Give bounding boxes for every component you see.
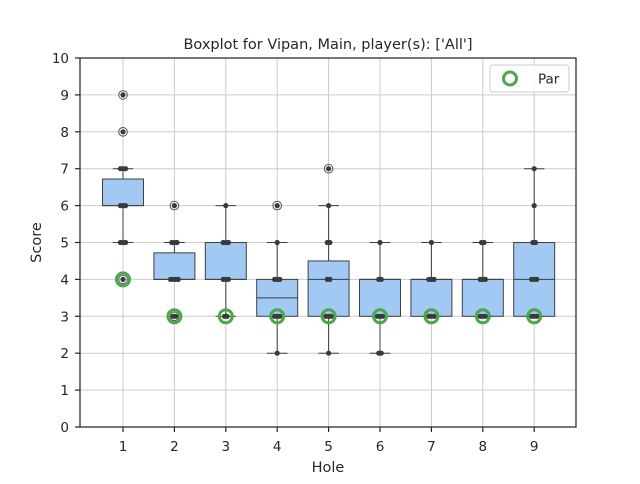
box bbox=[153, 252, 196, 280]
par-marker bbox=[269, 308, 286, 325]
score-point bbox=[173, 313, 179, 319]
x-tick-label: 5 bbox=[324, 439, 333, 455]
chart-title: Boxplot for Vipan, Main, player(s): ['Al… bbox=[183, 37, 472, 53]
score-point bbox=[531, 203, 537, 209]
score-point bbox=[223, 203, 229, 209]
score-point bbox=[274, 350, 280, 356]
score-point bbox=[378, 276, 384, 282]
y-tick-label: 8 bbox=[60, 125, 69, 141]
score-point bbox=[120, 92, 126, 98]
score-point bbox=[482, 313, 488, 319]
par-markers bbox=[115, 271, 543, 325]
par-marker bbox=[115, 271, 131, 288]
outlier-marker bbox=[169, 311, 180, 322]
par-marker bbox=[474, 308, 491, 325]
x-axis-label: Hole bbox=[312, 460, 345, 476]
score-point bbox=[431, 276, 437, 282]
y-tick-label: 3 bbox=[60, 309, 69, 325]
outlier-marker bbox=[118, 127, 128, 137]
score-point bbox=[277, 276, 283, 282]
y-tick-label: 5 bbox=[60, 236, 69, 252]
par-marker bbox=[526, 308, 543, 325]
score-point bbox=[327, 276, 333, 282]
score-point bbox=[328, 313, 334, 319]
box bbox=[204, 242, 247, 280]
score-point bbox=[225, 239, 231, 246]
y-tick-label: 7 bbox=[60, 162, 69, 178]
outlier-marker bbox=[272, 200, 283, 211]
par-marker bbox=[372, 308, 388, 325]
y-tick-label: 10 bbox=[52, 51, 69, 67]
y-tick-label: 2 bbox=[60, 346, 69, 362]
par-marker bbox=[320, 308, 337, 325]
score-point bbox=[123, 239, 129, 246]
score-point bbox=[428, 239, 434, 246]
y-tick-label: 1 bbox=[60, 383, 69, 399]
par-marker bbox=[423, 308, 440, 325]
y-tick-label: 6 bbox=[60, 199, 69, 215]
y-tick-label: 0 bbox=[60, 420, 69, 436]
score-point bbox=[274, 239, 280, 246]
axis-ticks: 0 1 2 3 4 5 6 7 8 9 10 1 2 3 4 5 6 7 8 9 bbox=[52, 51, 539, 455]
score-point bbox=[327, 239, 333, 246]
score-point bbox=[120, 276, 126, 282]
score-point bbox=[326, 203, 332, 209]
score-point bbox=[534, 276, 540, 282]
outlier-marker bbox=[118, 274, 128, 285]
score-point bbox=[175, 276, 181, 282]
box bbox=[102, 178, 144, 207]
x-tick-label: 3 bbox=[222, 439, 231, 455]
score-point bbox=[431, 313, 437, 319]
par-marker bbox=[217, 308, 234, 325]
score-point bbox=[378, 350, 384, 356]
x-tick-label: 1 bbox=[119, 439, 128, 455]
x-tick-label: 4 bbox=[273, 439, 282, 455]
score-point bbox=[224, 313, 230, 319]
y-tick-label: 4 bbox=[60, 272, 69, 288]
x-tick-label: 8 bbox=[479, 439, 488, 455]
outlier-marker bbox=[169, 200, 180, 211]
legend-par-icon bbox=[502, 70, 518, 87]
score-point bbox=[380, 313, 386, 319]
score-point bbox=[123, 203, 129, 209]
score-point bbox=[326, 350, 332, 356]
score-point bbox=[225, 276, 231, 282]
score-point bbox=[482, 276, 488, 282]
x-tick-label: 6 bbox=[376, 439, 385, 455]
par-marker bbox=[166, 308, 183, 325]
score-point bbox=[174, 239, 180, 246]
box bbox=[307, 260, 350, 317]
x-tick-label: 9 bbox=[530, 439, 539, 455]
y-tick-label: 9 bbox=[60, 88, 69, 104]
y-axis-label: Score bbox=[29, 222, 45, 263]
data-points bbox=[117, 92, 540, 356]
score-point bbox=[120, 129, 126, 135]
outlier-marker bbox=[323, 163, 334, 174]
score-point bbox=[123, 166, 129, 172]
score-point bbox=[274, 203, 280, 209]
score-point bbox=[377, 239, 383, 246]
score-point bbox=[532, 239, 539, 246]
score-point bbox=[481, 239, 487, 246]
score-point bbox=[534, 313, 540, 319]
outlier-marker bbox=[118, 90, 128, 100]
legend: Par bbox=[489, 64, 570, 93]
score-point bbox=[326, 166, 332, 172]
legend-label-par: Par bbox=[538, 72, 560, 88]
score-point bbox=[531, 166, 537, 172]
score-point bbox=[277, 313, 283, 319]
score-point bbox=[171, 203, 177, 209]
x-tick-label: 7 bbox=[427, 439, 436, 455]
x-tick-label: 2 bbox=[170, 439, 179, 455]
